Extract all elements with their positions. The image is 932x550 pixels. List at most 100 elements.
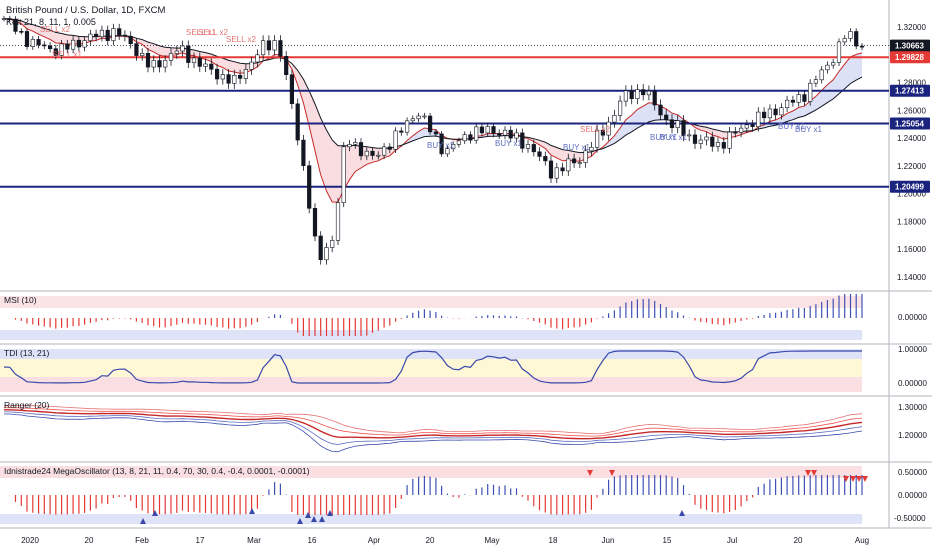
candle-body xyxy=(664,114,669,120)
sell-signal-label: SELL x2 xyxy=(40,25,70,34)
mega-sell-marker xyxy=(811,470,817,476)
mega-oscillator-panel[interactable] xyxy=(0,466,868,524)
candle-body xyxy=(260,40,266,56)
candle-body xyxy=(220,74,225,80)
time-axis-label: Feb xyxy=(135,536,149,545)
candle-body xyxy=(140,52,145,56)
candle-body xyxy=(238,75,243,79)
candle-body xyxy=(30,39,35,47)
candle-body xyxy=(128,35,133,44)
candle-body xyxy=(854,31,859,47)
ranger-title: Ranger (20) xyxy=(4,400,50,410)
mega-lower-band xyxy=(0,514,862,524)
candle-body xyxy=(445,148,450,155)
price-badge-label: 1.27413 xyxy=(895,87,924,96)
candle-body xyxy=(174,50,179,54)
candle-body xyxy=(13,18,18,32)
candle-body xyxy=(134,43,139,56)
ranger-panel[interactable] xyxy=(4,405,863,453)
candle-body xyxy=(341,146,346,203)
candle-body xyxy=(836,41,842,63)
tdi-tick-low: 0.00000 xyxy=(898,379,927,388)
candle-body xyxy=(422,115,427,118)
price-badges: 1.3066312:44:011.298281.274131.250541.20… xyxy=(890,39,930,193)
msi-lower-band xyxy=(0,330,862,340)
candle-body xyxy=(370,150,375,156)
time-axis-label: 20 xyxy=(794,536,803,545)
buy-signal-label: BUY x1 xyxy=(495,139,523,148)
price-badge-label: 1.25054 xyxy=(895,120,924,129)
candle-body xyxy=(779,107,784,116)
mega-sell-marker xyxy=(850,476,856,482)
price-badge xyxy=(890,84,930,97)
mega-sell-marker xyxy=(856,476,862,482)
candle-body xyxy=(404,120,410,133)
candle-body xyxy=(617,100,623,116)
candle-body xyxy=(571,158,577,164)
time-axis-label: Jul xyxy=(727,536,737,545)
candle-body xyxy=(704,136,709,141)
tdi-lower-band xyxy=(0,377,862,392)
ranger-line xyxy=(4,411,863,445)
candle-body xyxy=(848,31,853,39)
time-axis-label: 20 xyxy=(426,536,435,545)
candle-body xyxy=(635,89,640,99)
msi-tick: 0.00000 xyxy=(898,313,927,322)
keltner-label: Kelt 21, 8, 11, 1, 0.005 xyxy=(6,17,96,27)
candle-body xyxy=(669,119,675,128)
candle-body xyxy=(819,69,824,81)
sell-signal-label: SELL x2 xyxy=(198,28,228,37)
candle-body xyxy=(232,75,237,84)
price-badge xyxy=(890,39,930,52)
candle-body xyxy=(646,90,651,96)
candle-body xyxy=(318,235,323,261)
candle-body xyxy=(831,62,836,66)
mega-sell-marker xyxy=(805,470,811,476)
candle-body xyxy=(364,150,369,157)
price-axis[interactable]: 1.32000 1.28000 1.26000 1.24000 1.22000 1.200… xyxy=(897,23,926,282)
candle-body xyxy=(307,165,312,209)
sell-signal-label: SELL x1 xyxy=(52,50,82,59)
candle-body xyxy=(560,167,565,172)
tdi-panel[interactable] xyxy=(0,349,862,392)
candle-body xyxy=(502,129,508,136)
candle-body xyxy=(721,142,726,149)
candle-body xyxy=(99,29,104,38)
candle-body xyxy=(145,52,151,68)
mega-buy-marker xyxy=(297,518,303,524)
mega-sell-marker xyxy=(587,470,593,476)
candle-body xyxy=(7,18,12,21)
mega-sell-marker xyxy=(843,476,849,482)
price-badge-label: 1.30663 xyxy=(895,42,924,51)
tdi-line xyxy=(3,350,862,384)
candle-body xyxy=(462,134,467,142)
candle-body xyxy=(790,99,795,103)
candle-body xyxy=(497,133,502,136)
ma-band xyxy=(602,102,690,149)
time-axis-label: 20 xyxy=(85,536,94,545)
candle-body xyxy=(520,132,525,149)
candle-body xyxy=(583,150,588,163)
tdi-mid-band xyxy=(0,359,862,377)
time-axis[interactable]: 2020 20 Feb 17 Mar 16 Apr 20 May 18 Jun 15 Jul 20 Aug xyxy=(21,536,869,545)
candle-body xyxy=(784,99,790,108)
candle-body xyxy=(808,82,813,102)
candle-body xyxy=(554,167,559,179)
slow-ma-line xyxy=(4,18,863,154)
candle-body xyxy=(566,158,571,172)
msi-panel[interactable] xyxy=(0,294,863,340)
candle-body xyxy=(353,142,358,145)
candle-body xyxy=(733,131,738,134)
candle-body xyxy=(738,127,744,133)
msi-upper-band xyxy=(0,296,862,308)
candle-body xyxy=(681,120,686,136)
candle-body xyxy=(416,115,421,120)
tdi-title: TDI (13, 21) xyxy=(4,348,50,358)
candle-body xyxy=(76,39,81,48)
candle-body xyxy=(773,108,778,116)
candle-body xyxy=(658,104,663,116)
candle-body xyxy=(687,134,692,137)
candle-body xyxy=(802,94,807,102)
